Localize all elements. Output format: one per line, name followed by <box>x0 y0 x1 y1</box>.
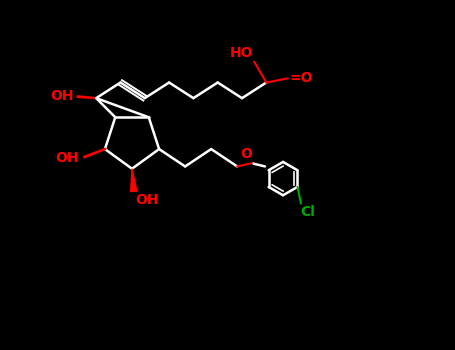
Text: HO: HO <box>230 46 253 60</box>
Text: Cl: Cl <box>300 205 315 219</box>
Text: OH: OH <box>135 193 158 207</box>
Text: O: O <box>241 147 253 161</box>
Polygon shape <box>131 169 137 191</box>
Text: =O: =O <box>289 71 313 85</box>
Text: OH: OH <box>56 151 79 165</box>
Text: OH: OH <box>50 89 74 103</box>
